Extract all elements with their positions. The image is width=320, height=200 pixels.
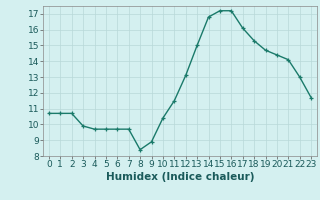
X-axis label: Humidex (Indice chaleur): Humidex (Indice chaleur) — [106, 172, 254, 182]
